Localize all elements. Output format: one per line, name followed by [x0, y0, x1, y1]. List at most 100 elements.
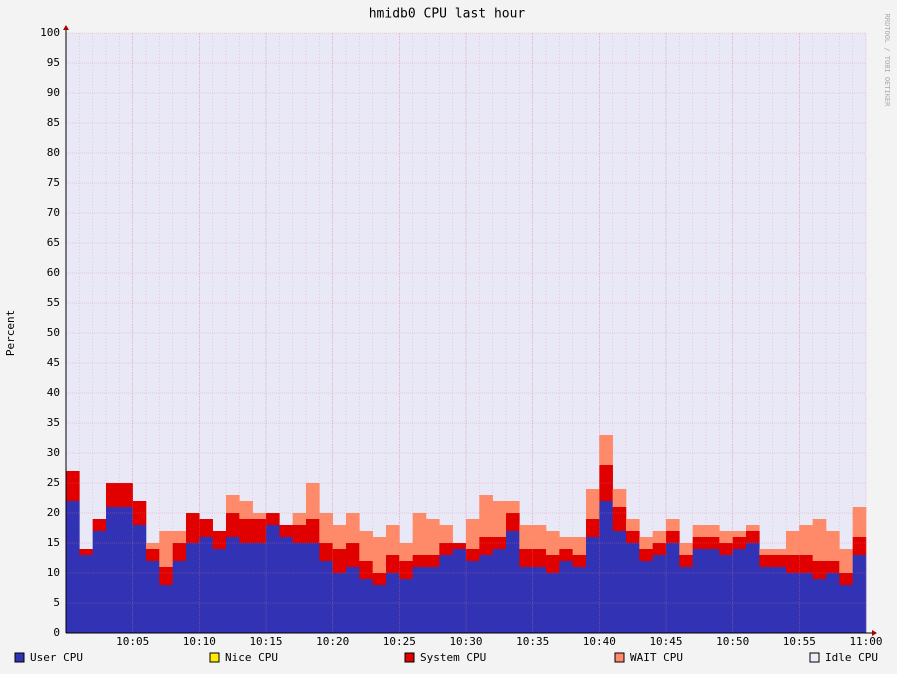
area-segment — [452, 543, 467, 549]
area-segment — [612, 507, 627, 531]
y-tick-label: 70 — [47, 206, 60, 219]
area-segment — [212, 531, 227, 549]
area-segment — [812, 579, 827, 633]
area-segment — [146, 543, 160, 549]
area-segment — [839, 573, 853, 585]
area-segment — [399, 579, 413, 633]
x-tick-label: 10:50 — [716, 635, 749, 648]
area-segment — [279, 537, 293, 633]
legend-swatch — [809, 652, 820, 663]
area-segment — [106, 483, 120, 507]
area-segment — [199, 537, 213, 633]
area-segment — [692, 525, 707, 537]
area-segment — [559, 549, 573, 561]
area-segment — [626, 543, 640, 633]
area-segment — [372, 573, 387, 585]
area-segment — [799, 555, 813, 573]
area-segment — [426, 519, 440, 555]
area-segment — [839, 585, 853, 633]
watermark: RRDTOOL / TOBI OETIKER — [883, 14, 891, 108]
area-segment — [186, 543, 200, 633]
x-tick-label: 10:25 — [383, 635, 416, 648]
area-segment — [146, 549, 160, 561]
area-segment — [746, 525, 760, 531]
area-segment — [852, 555, 867, 633]
y-tick-label: 35 — [47, 416, 60, 429]
y-tick-label: 25 — [47, 476, 60, 489]
area-segment — [812, 519, 827, 561]
area-segment — [439, 555, 453, 633]
area-segment — [199, 519, 213, 537]
y-tick-label: 5 — [53, 596, 60, 609]
y-tick-label: 60 — [47, 266, 60, 279]
legend-label: Idle CPU — [825, 651, 878, 664]
area-segment — [692, 537, 707, 549]
area-segment — [572, 555, 587, 567]
area-segment — [172, 543, 187, 561]
area-segment — [759, 567, 773, 633]
area-segment — [412, 555, 427, 567]
area-segment — [386, 555, 400, 573]
area-segment — [652, 543, 667, 555]
y-tick-label: 45 — [47, 356, 60, 369]
y-tick-label: 95 — [47, 56, 60, 69]
area-segment — [506, 501, 520, 513]
legend-label: User CPU — [30, 651, 83, 664]
area-segment — [412, 567, 427, 633]
area-segment — [572, 537, 587, 555]
area-segment — [172, 561, 187, 633]
area-segment — [492, 537, 507, 549]
area-segment — [626, 531, 640, 543]
area-segment — [746, 543, 760, 633]
area-segment — [666, 531, 680, 543]
y-axis-label: Percent — [4, 310, 17, 356]
area-segment — [412, 513, 427, 555]
y-tick-label: 15 — [47, 536, 60, 549]
chart-title: hmidb0 CPU last hour — [369, 7, 526, 22]
y-tick-label: 100 — [40, 26, 60, 39]
area-segment — [319, 513, 333, 543]
legend-swatch — [209, 652, 220, 663]
y-tick-label: 30 — [47, 446, 60, 459]
area-segment — [79, 549, 93, 555]
area-segment — [66, 501, 80, 633]
area-segment — [359, 561, 373, 579]
legend-swatch — [14, 652, 25, 663]
area-segment — [599, 501, 613, 633]
area-segment — [439, 525, 453, 543]
area-segment — [426, 567, 440, 633]
y-tick-label: 75 — [47, 176, 60, 189]
area-segment — [212, 549, 227, 633]
area-segment — [239, 543, 253, 633]
area-segment — [132, 525, 147, 633]
area-segment — [506, 513, 520, 531]
x-tick-label: 10:45 — [649, 635, 682, 648]
area-segment — [119, 507, 133, 633]
area-segment — [399, 561, 413, 579]
area-segment — [159, 567, 173, 585]
area-segment — [719, 543, 733, 555]
area-segment — [146, 561, 160, 633]
area-segment — [839, 549, 853, 573]
area-segment — [586, 489, 600, 519]
area-segment — [652, 555, 667, 633]
area-segment — [306, 519, 320, 543]
area-segment — [292, 543, 307, 633]
area-segment — [586, 519, 600, 537]
area-segment — [532, 549, 547, 567]
area-segment — [399, 543, 413, 561]
area-segment — [466, 519, 480, 549]
y-tick-label: 50 — [47, 326, 60, 339]
area-segment — [652, 531, 667, 543]
legend-swatch — [614, 652, 625, 663]
area-segment — [452, 549, 467, 633]
area-segment — [719, 555, 733, 633]
y-tick-label: 85 — [47, 116, 60, 129]
area-segment — [639, 561, 653, 633]
area-segment — [306, 543, 320, 633]
area-segment — [732, 537, 747, 549]
area-segment — [252, 519, 267, 543]
legend-swatch — [404, 652, 415, 663]
area-segment — [319, 543, 333, 561]
